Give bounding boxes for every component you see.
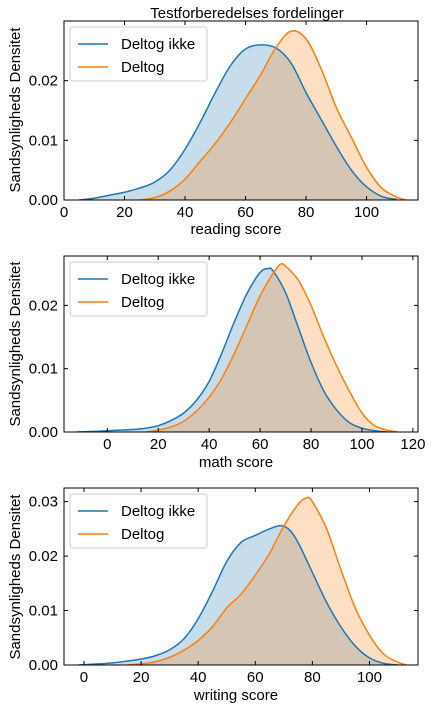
y-axis-label: Sandsynligheds Densitet	[7, 27, 24, 193]
series-fill-2	[139, 30, 406, 200]
plot-area	[78, 496, 407, 665]
legend-label-1: Deltog ikke	[121, 36, 195, 53]
series-line-2	[139, 30, 407, 200]
series-line-2	[145, 262, 398, 432]
x-tick-label: 60	[237, 204, 254, 221]
legend: Deltog ikke Deltog	[69, 261, 208, 317]
x-tick-label: 40	[201, 436, 218, 453]
y-tick-label: 0.02	[29, 548, 58, 565]
series-fill-1	[76, 267, 388, 432]
legend-label-1: Deltog ikke	[121, 503, 195, 520]
y-tick-label: 0.00	[29, 192, 58, 209]
x-tick-label: 20	[133, 669, 150, 686]
chart-panel-3: 0 20 40 60 80 100 0.00 0.01 0.02 0.03 writing scor…	[7, 487, 419, 704]
x-tick-label: 0	[80, 669, 88, 686]
x-tick-label: 0	[60, 204, 68, 221]
chart-panel-2: 0 20 40 60 80 100 120 0.00 0.01 0.02 math score San…	[7, 255, 425, 471]
x-tick-label: 40	[177, 204, 194, 221]
series-line-1	[79, 44, 397, 200]
axes-frame	[63, 255, 419, 433]
x-tick-label: 80	[303, 436, 320, 453]
x-tick-label: 60	[247, 669, 264, 686]
y-tick-label: 0.02	[29, 297, 58, 314]
axes-frame	[63, 487, 419, 666]
legend: Deltog ikke Deltog	[69, 26, 208, 82]
x-tick-label: 100	[349, 436, 374, 453]
x-axis-label: writing score	[193, 687, 278, 704]
x-tick-label: 40	[190, 669, 207, 686]
x-tick-label: 0	[103, 436, 111, 453]
axes-frame	[63, 20, 419, 201]
x-tick-label: 100	[357, 669, 382, 686]
legend: Deltog ikke Deltog	[69, 493, 208, 549]
x-tick-label: 100	[354, 204, 379, 221]
y-tick-label: 0.00	[29, 424, 58, 441]
y-tick-label: 0.03	[29, 494, 58, 511]
y-tick-label: 0.01	[29, 361, 58, 378]
y-tick-label: 0.00	[29, 657, 58, 674]
x-axis-label: math score	[199, 454, 273, 471]
y-axis-label: Sandsynligheds Densitet	[7, 261, 24, 427]
chart-panel-1: 0 20 40 60 80 100 0.00 0.01 0.02 reading score San…	[7, 20, 419, 238]
series-line-1	[76, 267, 388, 432]
legend-label-2: Deltog	[121, 294, 164, 311]
series-line-2	[126, 496, 407, 665]
legend-label-2: Deltog	[121, 526, 164, 543]
series-fill-1	[79, 44, 397, 200]
x-tick-label: 120	[400, 436, 425, 453]
x-axis-label: reading score	[191, 221, 282, 238]
x-tick-label: 60	[252, 436, 269, 453]
x-tick-label: 80	[304, 669, 321, 686]
figure-title: Testforberedelses fordelinger	[150, 5, 343, 22]
y-tick-label: 0.01	[29, 132, 58, 149]
legend-label-2: Deltog	[121, 59, 164, 76]
x-tick-label: 20	[150, 436, 167, 453]
series-fill-1	[78, 525, 399, 665]
y-tick-label: 0.02	[29, 73, 58, 90]
plot-area	[76, 262, 398, 432]
plot-area	[79, 30, 407, 200]
y-tick-label: 0.01	[29, 603, 58, 620]
series-line-1	[78, 524, 399, 665]
x-tick-label: 80	[298, 204, 315, 221]
legend-label-1: Deltog ikke	[121, 271, 195, 288]
chart-panels: 0 20 40 60 80 100 0.00 0.01 0.02 reading score San…	[7, 20, 425, 704]
x-tick-label: 20	[116, 204, 133, 221]
series-fill-2	[145, 263, 398, 432]
y-axis-label: Sandsynligheds Densitet	[7, 494, 24, 660]
series-fill-2	[126, 497, 407, 665]
